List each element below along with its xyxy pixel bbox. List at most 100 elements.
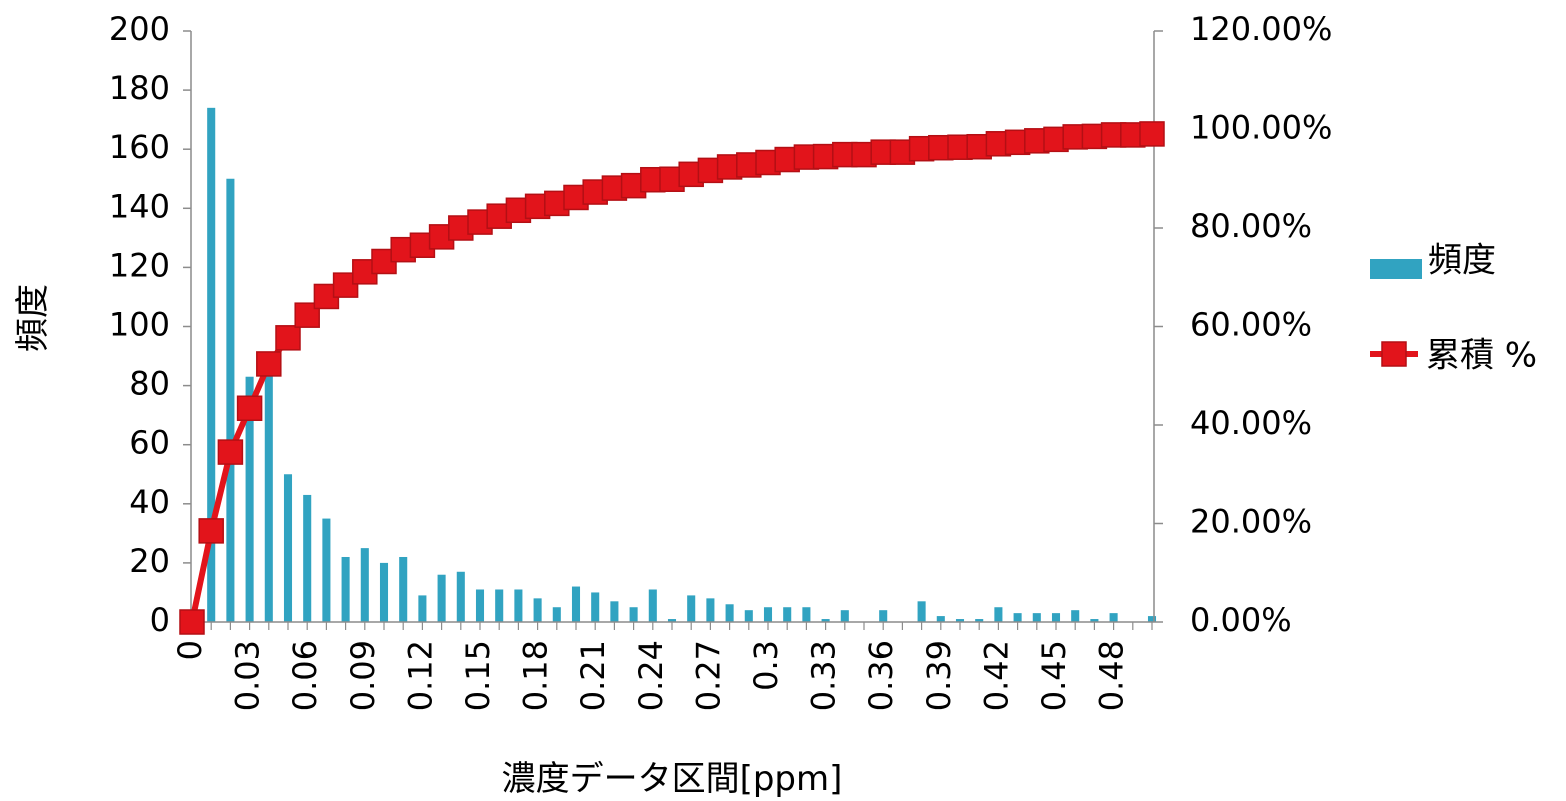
bar [783,607,792,622]
bar [552,607,561,622]
bar [1051,613,1061,622]
right-tick-label: 0.00% [1190,601,1292,639]
left-tick-label: 60 [129,424,170,462]
bar [341,556,350,622]
cumulative-marker [198,518,224,544]
bars-layer [207,107,1157,622]
bar [360,548,369,622]
cumulative-marker [1139,121,1165,147]
right-tick-label: 60.00% [1190,306,1312,344]
bar [917,601,926,622]
x-tick-label: 0.09 [344,640,382,711]
bar [840,610,849,622]
bar [245,376,254,622]
bar [975,619,984,622]
x-tick-label: 0.03 [229,640,267,711]
right-tick-label: 20.00% [1190,503,1312,541]
bar [648,589,657,622]
bar [1147,616,1157,622]
bar [495,589,504,622]
left-tick-label: 120 [109,246,170,284]
left-tick-label: 20 [129,542,170,580]
bar [706,598,715,622]
bar [226,178,235,622]
cumulative-marker [179,609,205,635]
right-tick-label: 100.00% [1190,109,1332,147]
bar [955,619,965,622]
bar [418,595,427,622]
bar [591,592,600,622]
bar [399,556,408,622]
cumulative-marker [236,395,263,422]
bar [763,607,773,622]
bar [264,370,273,622]
left-tick-label: 200 [109,10,170,48]
y-axis-title: 頻度 [13,284,53,352]
legend-bar-swatch [1370,259,1422,279]
x-tick-label: 0.33 [805,640,843,711]
bar [437,574,446,622]
right-tick-label: 40.00% [1190,404,1312,442]
bar [475,589,485,622]
bar [879,610,888,622]
bar [533,598,542,622]
bar [802,607,811,622]
legend-line-label: 累積 % [1426,336,1537,376]
bar [1071,610,1080,622]
x-tick-label: 0.36 [862,640,900,711]
cumulative-marker [275,325,301,351]
right-tick-label: 120.00% [1190,10,1332,48]
x-tick-label: 0.12 [401,640,439,711]
left-tick-label: 180 [109,69,170,107]
left-tick-label: 160 [109,128,170,166]
bar [1090,619,1099,622]
left-tick-label: 40 [129,483,170,521]
bar [629,607,638,622]
x-tick-label: 0.48 [1093,640,1131,711]
bar [1013,613,1022,622]
left-tick-label: 140 [109,187,170,225]
x-axis-title: 濃度データ区間[ppm] [502,759,843,799]
tick-labels-layer: 0 20 40 60 80 100 120 140 160 180 200 0.00% 20.00% 40… [109,10,1332,711]
bar [322,518,331,622]
cumulative-marker [256,351,282,377]
bar [744,610,753,622]
left-tick-label: 100 [109,306,170,344]
legend-bar-label: 頻度 [1428,241,1496,281]
bar [456,571,465,622]
x-tick-label: 0.39 [920,640,958,711]
bar [1032,613,1041,622]
x-tick-label: 0 [171,640,209,660]
cumulative-marker [217,439,244,465]
legend-line-marker [1381,341,1407,367]
bar [283,474,293,622]
x-tick-label: 0.42 [977,640,1015,711]
bar [821,619,830,622]
left-tick-label: 0 [150,601,170,639]
left-tick-label: 80 [129,365,170,403]
x-tick-label: 0.21 [574,640,612,711]
bar [667,619,677,622]
cumulative-line [189,130,1153,623]
cumulative-line-layer [179,121,1165,635]
x-tick-label: 0.15 [459,640,497,711]
bar [571,586,581,622]
bar [610,601,619,622]
x-tick-label: 0.06 [286,640,324,711]
bar [1109,613,1118,622]
bar [303,494,312,622]
x-tick-label: 0.45 [1035,640,1073,711]
x-tick-label: 0.3 [747,640,785,691]
legend: 頻度 累積 % [1370,241,1537,376]
bar [936,616,945,622]
x-tick-label: 0.24 [632,640,670,711]
x-tick-label: 0.18 [517,640,555,711]
x-tick-label: 0.27 [689,640,727,711]
right-tick-label: 80.00% [1190,207,1312,245]
bar [994,607,1003,622]
bar [207,107,216,622]
bar [687,595,696,622]
bar [379,562,389,622]
bar [725,604,734,622]
